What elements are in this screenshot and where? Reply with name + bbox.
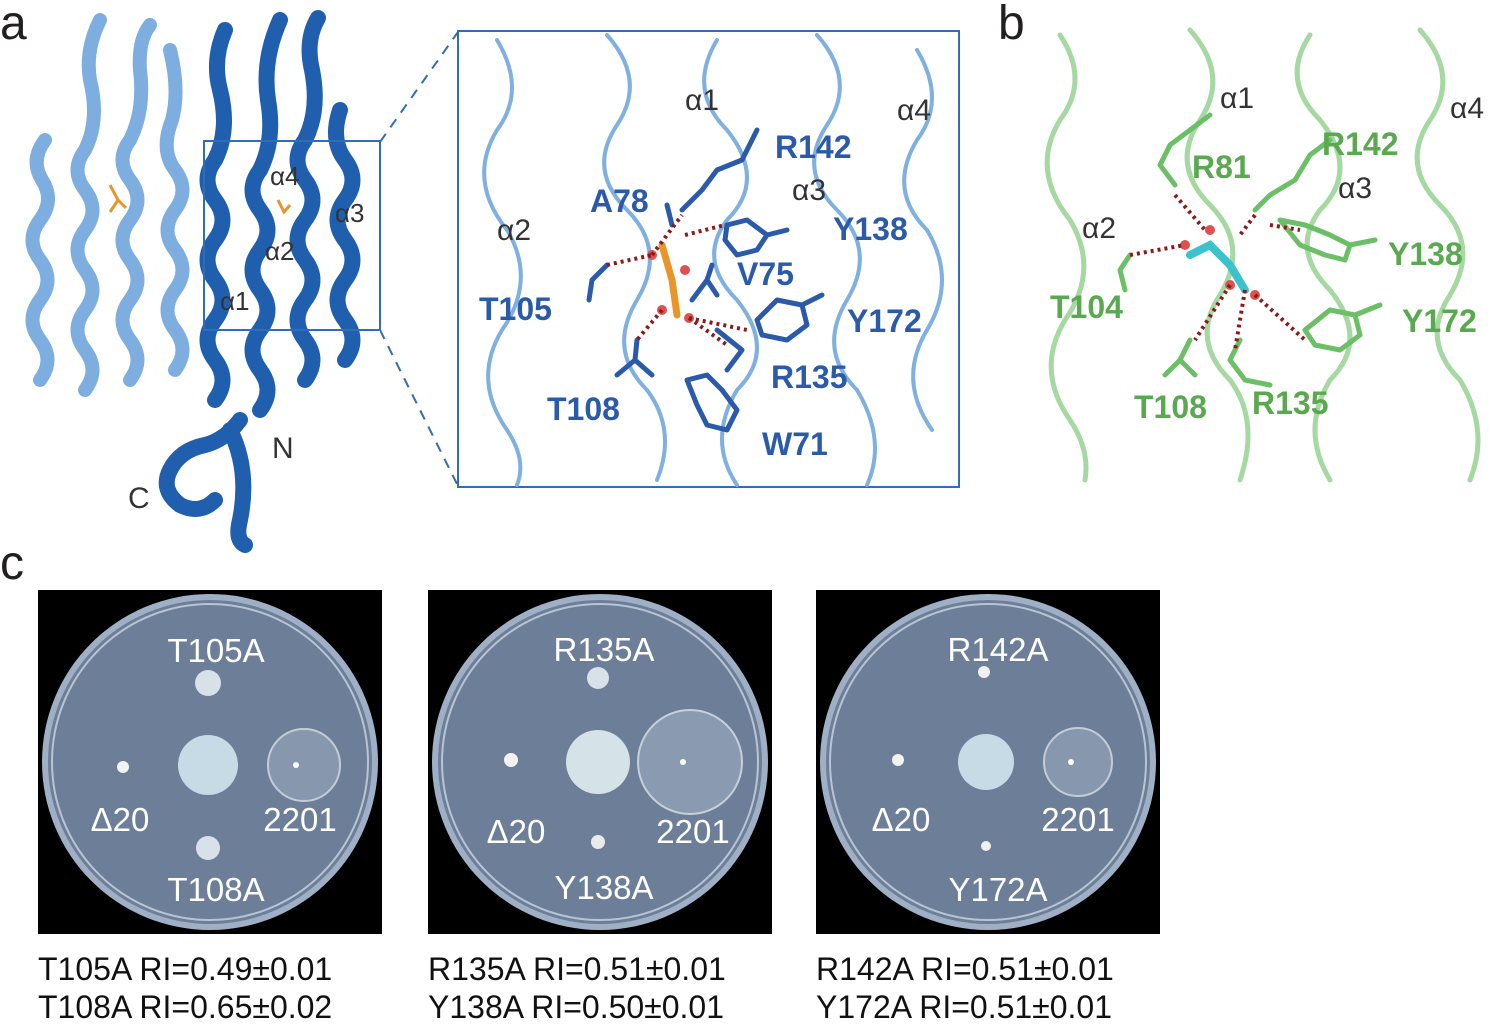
residue-label-v75: V75 [737,256,794,292]
residue-label-a78: A78 [590,183,649,219]
plate-1-caption-1: T105A RI=0.49±0.01 [38,951,333,987]
zoom-region-box [203,140,381,331]
plate-1-left-label: Δ20 [90,801,150,838]
b-residue-label-y138: Y138 [1388,236,1463,272]
b-label-a3: α3 [1338,172,1372,205]
overview-label-a4: α4 [270,161,300,191]
residue-label-w71: W71 [762,426,828,462]
plate-2-caption-1: R135A RI=0.51±0.01 [428,951,726,987]
plate-3-top-label: R142A [947,631,1049,668]
plate-3-left-label: Δ20 [871,801,931,838]
b-label-a4: α4 [1450,92,1484,125]
b-label-a2: α2 [1082,212,1116,245]
overview-label-a2: α2 [265,236,295,266]
plate-2-bottom-label: Y138A [554,869,654,906]
plate-3-bottom-label: Y172A [948,871,1048,908]
plate-3-caption-2: Y172A RI=0.51±0.01 [816,989,1113,1025]
zoom-label-a4: α4 [897,94,931,127]
b-residue-label-r142: R142 [1322,126,1399,162]
plate-1-dish [42,594,378,930]
zoom-label-a3: α3 [792,174,826,207]
plate-1-top-label: T105A [167,632,265,669]
plate-3: R142A Δ20 2201 Y172A [816,590,1160,934]
panel-letter-a: a [0,0,27,50]
plate-1-bottom-label: T108A [167,871,265,908]
panel-letter-c: c [0,537,24,590]
residue-label-y172: Y172 [847,303,922,339]
plate-3-right-label: 2201 [1041,801,1115,838]
plate-2-right-label: 2201 [656,813,730,850]
panel-b-structure: α1 α4 α3 α2 R81 R142 Y138 T104 Y172 T108… [1044,27,1484,483]
zoom-connector-lines [380,31,459,487]
plate-2-caption-2: Y138A RI=0.50±0.01 [428,989,725,1025]
b-residue-label-r135: R135 [1252,385,1329,421]
panel-letter-b: b [998,0,1025,50]
b-residue-label-t104: T104 [1050,289,1123,325]
zoom-label-a2: α2 [497,214,531,247]
residue-label-y138: Y138 [833,211,908,247]
plate-2-top-label: R135A [553,631,655,668]
residue-label-t108: T108 [547,391,620,427]
plate-2-dish [432,594,768,930]
plate-1-caption-2: T108A RI=0.65±0.02 [38,989,333,1025]
residue-label-r135: R135 [771,359,848,395]
plate-1-right-label: 2201 [263,801,337,838]
plate-2-left-label: Δ20 [486,813,546,850]
overview-label-a1: α1 [220,286,250,316]
b-residue-label-y172: Y172 [1402,303,1477,339]
b-residue-label-t108: T108 [1134,389,1207,425]
panel-a-zoom-inset: α1 α4 α3 α2 R142 A78 Y138 V75 T105 Y172 … [457,30,960,488]
zoom-label-a1: α1 [685,84,719,117]
plate-2: R135A Δ20 2201 Y138A [428,590,772,934]
plate-1: T105A Δ20 2201 T108A [38,590,382,934]
c-terminus-label: C [128,482,150,515]
residue-label-r142: R142 [775,129,852,165]
b-label-a1: α1 [1220,82,1254,115]
plate-3-dish [820,594,1156,930]
n-terminus-label: N [272,432,294,465]
residue-label-t105: T105 [479,291,552,327]
plate-3-caption-1: R142A RI=0.51±0.01 [816,951,1114,987]
overview-label-a3: α3 [335,198,365,228]
b-residue-label-r81: R81 [1192,149,1251,185]
panel-a-overview-structure: α4 α3 α2 α1 N C [25,10,381,553]
